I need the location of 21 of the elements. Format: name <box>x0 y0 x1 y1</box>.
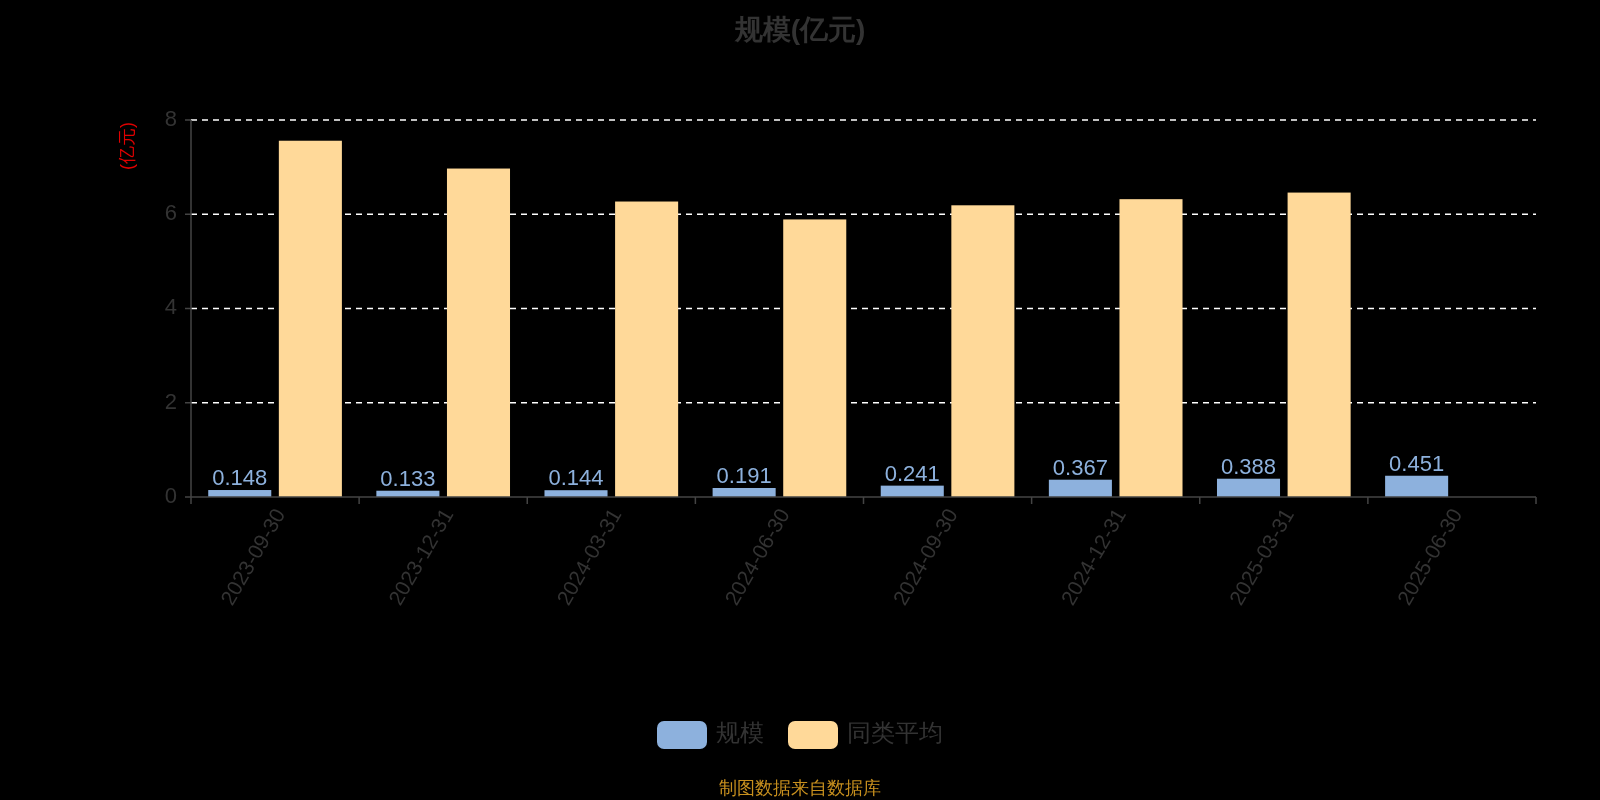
bar <box>1048 479 1112 497</box>
bar <box>278 140 342 497</box>
data-label: 0.191 <box>716 463 772 488</box>
bar <box>615 201 679 497</box>
bar <box>783 219 847 497</box>
bar <box>544 490 608 497</box>
bar <box>1385 475 1449 497</box>
data-label: 0.241 <box>884 460 940 486</box>
bar <box>1216 478 1281 497</box>
data-label: 0.367 <box>1052 454 1108 480</box>
bar <box>1119 199 1183 497</box>
data-label: 0.144 <box>548 465 604 491</box>
data-label: 0.388 <box>1220 453 1277 479</box>
data-label: 0.451 <box>1389 450 1445 476</box>
bar <box>951 205 1015 497</box>
data-label: 0.133 <box>380 465 436 491</box>
bar <box>446 168 511 497</box>
y-axis-title: (亿元) <box>116 122 137 170</box>
data-label: 0.148 <box>212 465 268 491</box>
bar <box>1287 192 1351 497</box>
text: 制图数据来自数据库 <box>719 777 881 798</box>
